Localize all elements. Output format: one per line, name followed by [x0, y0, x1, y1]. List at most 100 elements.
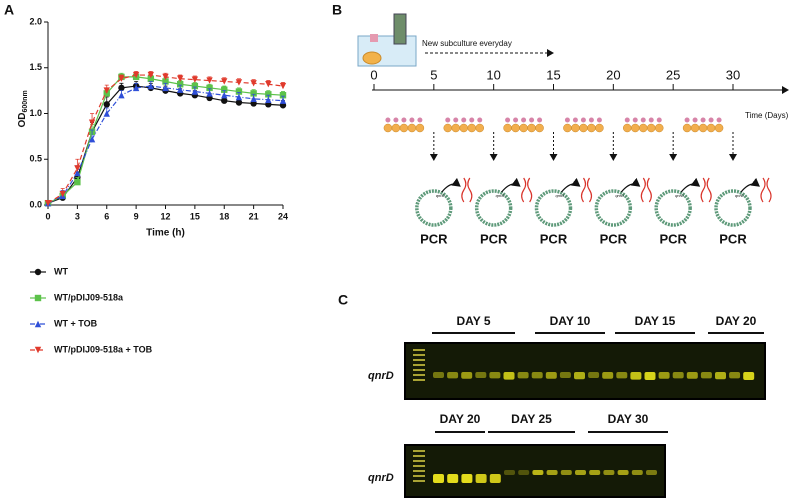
- gel-band: [461, 372, 473, 379]
- y-tick-label: 1.0: [29, 108, 42, 118]
- legend-label: WT/pDIJ09-518a + TOB: [54, 344, 153, 354]
- gel-band: [433, 474, 444, 483]
- cell: [595, 123, 604, 133]
- gel-band: [517, 372, 529, 379]
- gene-tag: qnrD: [735, 193, 744, 198]
- day-tick-label: 5: [430, 67, 437, 82]
- marker: [44, 199, 52, 207]
- cell-top: [409, 117, 415, 123]
- cell-top: [521, 117, 527, 123]
- gel-band: [447, 372, 459, 379]
- gel-band: [589, 470, 601, 475]
- plasmid: [415, 189, 453, 227]
- gel-image: [404, 342, 766, 400]
- y-axis-label: OD600nm: [17, 90, 29, 127]
- curve-arrow: [740, 177, 760, 193]
- cell: [475, 123, 484, 133]
- marker: [118, 75, 125, 82]
- marker: [88, 135, 96, 143]
- cell-top: [692, 117, 698, 123]
- gel-band: [575, 470, 586, 475]
- gel-band: [700, 372, 712, 379]
- cell: [391, 123, 401, 133]
- marker: [34, 294, 42, 302]
- cell: [623, 123, 632, 133]
- cell: [563, 123, 572, 133]
- cell-top: [417, 117, 423, 123]
- curve-arrow: [561, 177, 581, 193]
- gel-band: [602, 372, 614, 379]
- day-tick-label: 15: [546, 67, 560, 82]
- cell-top: [393, 117, 399, 123]
- marker: [235, 79, 243, 86]
- ladder-band: [413, 354, 425, 356]
- gel-band: [630, 372, 642, 380]
- marker: [162, 73, 169, 81]
- marker: [176, 86, 184, 93]
- cell: [459, 123, 468, 133]
- pcr-label: PCR: [600, 231, 628, 246]
- marker: [132, 71, 140, 79]
- x-tick-label: 6: [104, 211, 109, 221]
- cell: [415, 123, 425, 133]
- plasmid: [534, 189, 573, 227]
- cell-top: [513, 117, 519, 123]
- gene-label: qnrD: [368, 370, 394, 382]
- marker: [103, 110, 110, 117]
- x-tick-label: 18: [219, 211, 229, 221]
- gel-band: [504, 470, 515, 475]
- y-label-main: OD: [17, 113, 28, 128]
- panel-label: B: [332, 2, 342, 18]
- gel-band: [503, 372, 515, 380]
- cell: [698, 123, 708, 133]
- marker: [191, 76, 199, 83]
- cell-top: [708, 117, 714, 123]
- marker: [176, 81, 184, 88]
- ladder-band: [413, 359, 425, 361]
- marker: [162, 84, 169, 92]
- x-tick-label: 9: [134, 211, 139, 221]
- y-tick-label: 0.5: [29, 154, 42, 164]
- gel-band: [715, 372, 726, 380]
- legend-label: WT/pDIJ09-518a: [54, 292, 124, 302]
- day-tick-label: 25: [666, 67, 680, 82]
- day-label: DAY 20: [440, 412, 481, 426]
- cell-top: [505, 117, 511, 123]
- growth-chart: 0.0 0.5 1.0 1.5 2.0 0 3 6 9 12 15 18 21 24 Time (h) OD6…: [17, 16, 288, 354]
- y-label-sub: 600nm: [22, 90, 29, 112]
- ladder-band: [413, 374, 425, 376]
- cell: [631, 123, 640, 133]
- cell: [647, 123, 656, 133]
- plasmid: [714, 189, 752, 227]
- marker: [279, 92, 287, 99]
- cell: [519, 123, 528, 133]
- marker: [74, 178, 81, 186]
- cell-top: [453, 117, 459, 123]
- marker: [103, 101, 110, 108]
- ladder-band: [413, 349, 425, 351]
- marker: [235, 93, 243, 101]
- gene-label: qnrD: [368, 472, 394, 484]
- ladder-band: [413, 475, 425, 477]
- dna: [461, 177, 473, 203]
- cell-top: [572, 117, 578, 123]
- cell-top: [469, 117, 475, 123]
- gene-tag: qnrD: [436, 193, 445, 198]
- gel-band: [743, 372, 755, 380]
- curve-arrow: [441, 177, 461, 193]
- day-tick-label: 20: [606, 67, 620, 82]
- gene-tag: qnrD: [556, 193, 565, 198]
- marker: [235, 99, 243, 106]
- gel-band: [616, 372, 628, 379]
- marker: [132, 84, 140, 92]
- gel-band: [546, 470, 558, 475]
- marker: [103, 87, 110, 94]
- gel-band: [461, 474, 473, 483]
- cell: [399, 123, 409, 133]
- dna: [700, 177, 712, 203]
- cell: [655, 123, 664, 133]
- gel-band: [686, 372, 698, 379]
- ladder-band: [413, 460, 425, 462]
- gel-band: [574, 372, 585, 380]
- cell-top: [684, 117, 690, 123]
